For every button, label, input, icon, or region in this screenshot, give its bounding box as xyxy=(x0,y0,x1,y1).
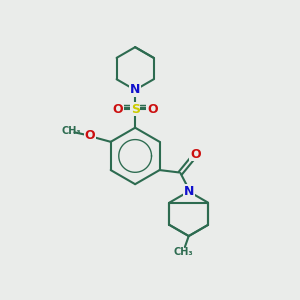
Text: O: O xyxy=(147,103,158,116)
Text: N: N xyxy=(184,185,194,198)
Text: N: N xyxy=(130,83,140,97)
Text: O: O xyxy=(190,148,201,161)
Text: S: S xyxy=(130,103,140,116)
Text: CH₃: CH₃ xyxy=(174,248,193,257)
Text: O: O xyxy=(85,129,95,142)
Text: CH₃: CH₃ xyxy=(61,125,81,136)
Text: O: O xyxy=(112,103,123,116)
